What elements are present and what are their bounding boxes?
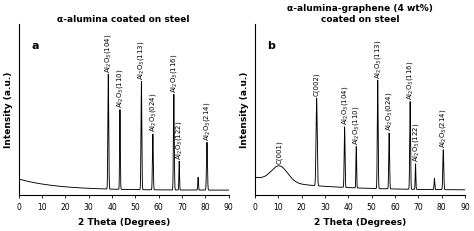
- Text: Al$_2$O$_3$(110): Al$_2$O$_3$(110): [115, 69, 125, 108]
- Text: Al$_2$O$_3$(116): Al$_2$O$_3$(116): [169, 53, 179, 93]
- Text: Al$_2$O$_3$(122): Al$_2$O$_3$(122): [174, 120, 184, 160]
- Text: Al$_2$O$_3$(113): Al$_2$O$_3$(113): [137, 40, 146, 80]
- Text: Al$_2$O$_3$(110): Al$_2$O$_3$(110): [351, 106, 361, 145]
- Y-axis label: Intensity (a.u.): Intensity (a.u.): [4, 71, 13, 148]
- Text: Al$_2$O$_3$(104): Al$_2$O$_3$(104): [103, 33, 113, 73]
- Y-axis label: Intensity (a.u.): Intensity (a.u.): [240, 71, 249, 148]
- Title: α-alumina coated on steel: α-alumina coated on steel: [57, 15, 190, 24]
- Text: Al$_2$O$_3$(214): Al$_2$O$_3$(214): [438, 109, 448, 148]
- X-axis label: 2 Theta (Degrees): 2 Theta (Degrees): [314, 218, 406, 227]
- Text: Al$_2$O$_3$(024): Al$_2$O$_3$(024): [148, 93, 158, 132]
- Text: Al$_2$O$_3$(122): Al$_2$O$_3$(122): [410, 123, 420, 162]
- Text: Al$_2$O$_3$(104): Al$_2$O$_3$(104): [339, 86, 350, 125]
- X-axis label: 2 Theta (Degrees): 2 Theta (Degrees): [78, 218, 170, 227]
- Text: Al$_2$O$_3$(024): Al$_2$O$_3$(024): [384, 92, 394, 131]
- Text: Al$_2$O$_3$(214): Al$_2$O$_3$(214): [202, 101, 212, 141]
- Text: Al$_2$O$_3$(116): Al$_2$O$_3$(116): [405, 61, 415, 100]
- Text: Al$_2$O$_3$(113): Al$_2$O$_3$(113): [373, 39, 383, 79]
- Text: C(002): C(002): [313, 73, 320, 97]
- Text: b: b: [268, 41, 275, 52]
- Text: C(001): C(001): [276, 140, 283, 164]
- Title: α-alumina-graphene (4 wt%)
coated on steel: α-alumina-graphene (4 wt%) coated on ste…: [287, 4, 433, 24]
- Text: a: a: [31, 41, 39, 52]
